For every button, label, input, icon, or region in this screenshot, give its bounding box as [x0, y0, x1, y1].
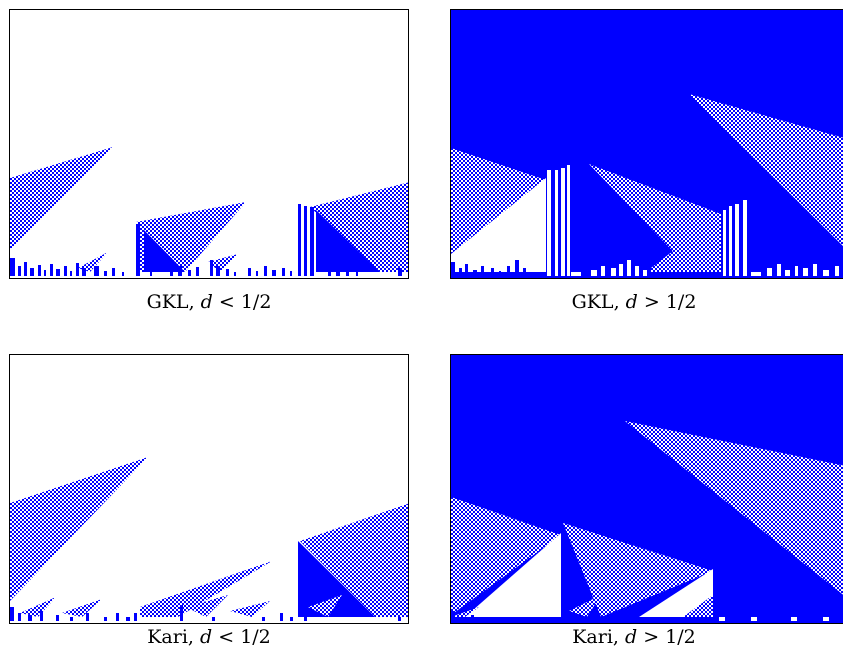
spacetime-diagram-kari-low [10, 355, 408, 623]
caption-gkl-high: GKL, d > 1/2 [571, 291, 697, 313]
panel-gkl-low [9, 9, 409, 279]
checker-triangle [689, 94, 843, 247]
checker-triangle [300, 503, 408, 617]
panel-kari-low [9, 354, 409, 624]
checker-triangle [10, 147, 113, 250]
caption-kari-low: Kari, d < 1/2 [147, 626, 271, 648]
checker-triangle [10, 457, 148, 601]
checker-triangle [563, 523, 713, 617]
checker-triangle [451, 497, 561, 615]
checker-triangle [451, 148, 546, 254]
caption-kari-high: Kari, d > 1/2 [572, 626, 696, 648]
spacetime-diagram-gkl-high [451, 10, 843, 278]
spacetime-diagram-gkl-low [10, 10, 408, 278]
checker-triangle [310, 182, 408, 272]
spacetime-diagram-kari-high [451, 355, 843, 623]
caption-gkl-low: GKL, d < 1/2 [146, 291, 272, 313]
panel-kari-high [450, 354, 843, 624]
panel-gkl-high [450, 9, 843, 279]
checker-triangle [140, 561, 272, 617]
